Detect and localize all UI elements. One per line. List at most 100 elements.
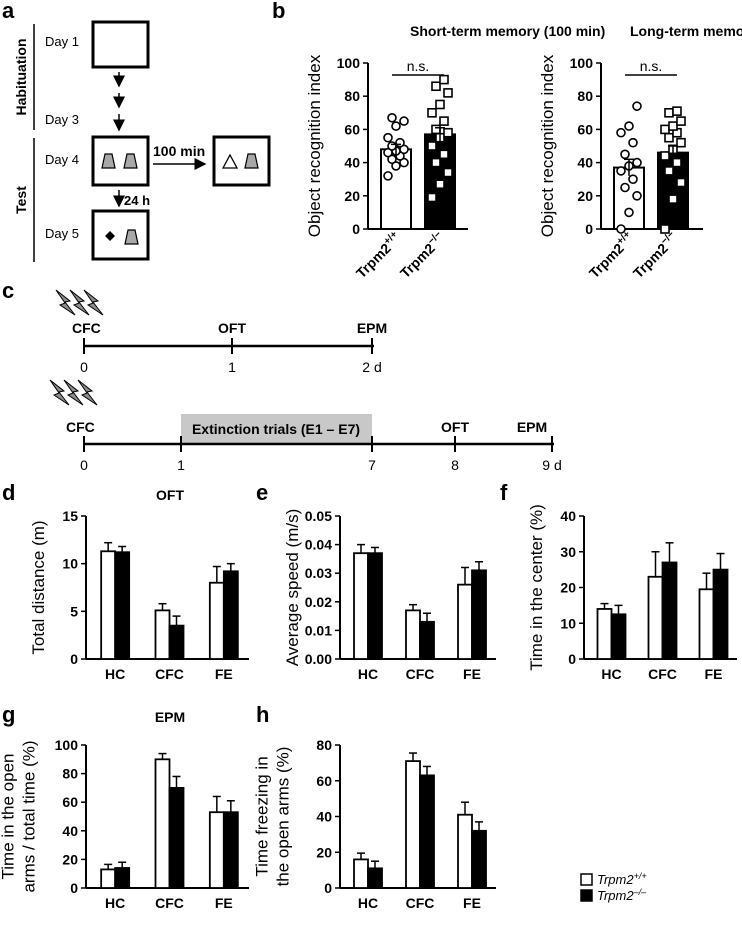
- panel-label-a: a: [2, 0, 15, 23]
- y-tick-label: 0: [352, 221, 360, 237]
- data-point: [664, 132, 674, 143]
- bar: [367, 867, 383, 889]
- chart-title: Long-term memory (24 h): [630, 23, 742, 39]
- legend-label-wt: Trpm2+/+: [597, 871, 647, 887]
- bar: [154, 758, 171, 889]
- x-tick-label: Trpm2−/−: [629, 229, 681, 281]
- chart-h: 0 20 40 60 80 Time freezing in the open arms (…: [253, 737, 496, 911]
- timeline2-tick: 7: [368, 457, 376, 473]
- day5-label: Day 5: [45, 226, 79, 241]
- data-point: [431, 157, 441, 168]
- x-tick-label: HC: [105, 895, 125, 911]
- legend-swatch-wt: [580, 873, 593, 886]
- delay-long-label: 24 h: [124, 193, 150, 208]
- x-tick-label: FE: [215, 895, 233, 911]
- x-tick-label: CFC: [406, 666, 435, 682]
- x-tick-label: CFC: [406, 895, 435, 911]
- y-tick-label: 40: [62, 823, 78, 839]
- y-tick-label: 80: [344, 88, 360, 104]
- bar: [168, 787, 185, 889]
- bar: [471, 829, 487, 889]
- bar: [114, 551, 131, 660]
- bar: [419, 774, 435, 889]
- y-tick-label: 100: [337, 55, 361, 71]
- x-tick-label: FE: [463, 895, 481, 911]
- y-tick-label: 10: [560, 615, 576, 631]
- y-axis-label: Time in the open: [0, 754, 18, 880]
- y-axis-label: Average speed (m/s): [283, 509, 302, 666]
- panel-label-h: h: [256, 702, 269, 727]
- panel-label-f: f: [500, 480, 508, 505]
- y-axis-label: the open arms (%): [274, 747, 293, 887]
- x-tick-label: HC: [358, 666, 378, 682]
- bar: [208, 811, 225, 889]
- data-point: [660, 151, 670, 161]
- y-axis-label: arms / total time (%): [20, 740, 39, 892]
- timeline1-event-epm: EPM: [357, 320, 387, 336]
- data-point: [383, 132, 393, 143]
- data-point: [632, 101, 642, 111]
- extinction-shade: [181, 414, 372, 444]
- data-point: [628, 174, 638, 184]
- y-tick-label: 100: [55, 737, 79, 753]
- data-point: [443, 88, 453, 98]
- data-point: [624, 121, 634, 131]
- data-point: [395, 137, 405, 148]
- bar: [114, 867, 131, 889]
- timeline2-tick: 9 d: [542, 457, 561, 473]
- data-point: [383, 171, 393, 181]
- x-tick-label: CFC: [155, 895, 184, 911]
- test-label: Test: [13, 186, 29, 214]
- bar: [168, 624, 185, 660]
- data-point: [391, 121, 401, 131]
- arena-day4-test: [212, 135, 271, 187]
- data-point: [399, 116, 409, 126]
- bar: [712, 568, 729, 660]
- data-point: [439, 116, 449, 126]
- data-point: [620, 149, 630, 160]
- novel-object-triangle-icon: [221, 153, 239, 169]
- arena-day4: [91, 135, 150, 187]
- y-axis-label: Time freezing in: [253, 756, 272, 876]
- y-tick-label: 0.03: [305, 565, 332, 581]
- panel-label-e: e: [256, 480, 268, 505]
- bar: [367, 552, 383, 660]
- timeline1-tick: 0: [80, 359, 88, 375]
- y-tick-label: 0: [70, 880, 78, 896]
- y-tick-label: 0.01: [305, 622, 332, 638]
- timeline2-tick: 8: [451, 457, 459, 473]
- x-tick-label: CFC: [155, 666, 184, 682]
- habituation-label: Habituation: [13, 39, 29, 116]
- data-point: [427, 108, 437, 118]
- bar: [405, 609, 421, 660]
- y-tick-label: 30: [560, 544, 576, 560]
- arena-day5: [91, 209, 150, 261]
- day3-label: Day 3: [45, 112, 79, 127]
- y-tick-label: 0.05: [305, 508, 332, 524]
- bar: [222, 570, 239, 660]
- y-tick-label: 60: [344, 121, 360, 137]
- data-point: [431, 81, 441, 92]
- day4-label: Day 4: [45, 152, 79, 167]
- chart-d: 0 5 10 15 Total distance (m) OFT HC CFC FE: [29, 487, 249, 682]
- y-tick-label: 0: [568, 651, 576, 667]
- data-point: [660, 224, 670, 234]
- novel-object-diamond-icon: [105, 231, 115, 241]
- chart-b1: 0 20 40 60 80 100 Object recognition index Shor…: [305, 23, 605, 281]
- bar: [471, 569, 487, 660]
- data-point: [427, 141, 437, 151]
- bar: [405, 760, 421, 889]
- data-point: [427, 192, 437, 203]
- data-point: [676, 137, 686, 148]
- bar: [208, 581, 225, 660]
- data-point: [676, 177, 686, 188]
- data-point: [439, 149, 449, 160]
- data-point: [431, 124, 441, 135]
- bar: [353, 552, 369, 660]
- data-point: [664, 166, 674, 176]
- object-trapezoid-icon: [101, 153, 116, 169]
- bar: [154, 609, 171, 660]
- y-tick-label: 0: [585, 221, 593, 237]
- y-tick-label: 40: [344, 155, 360, 171]
- bar: [610, 613, 627, 660]
